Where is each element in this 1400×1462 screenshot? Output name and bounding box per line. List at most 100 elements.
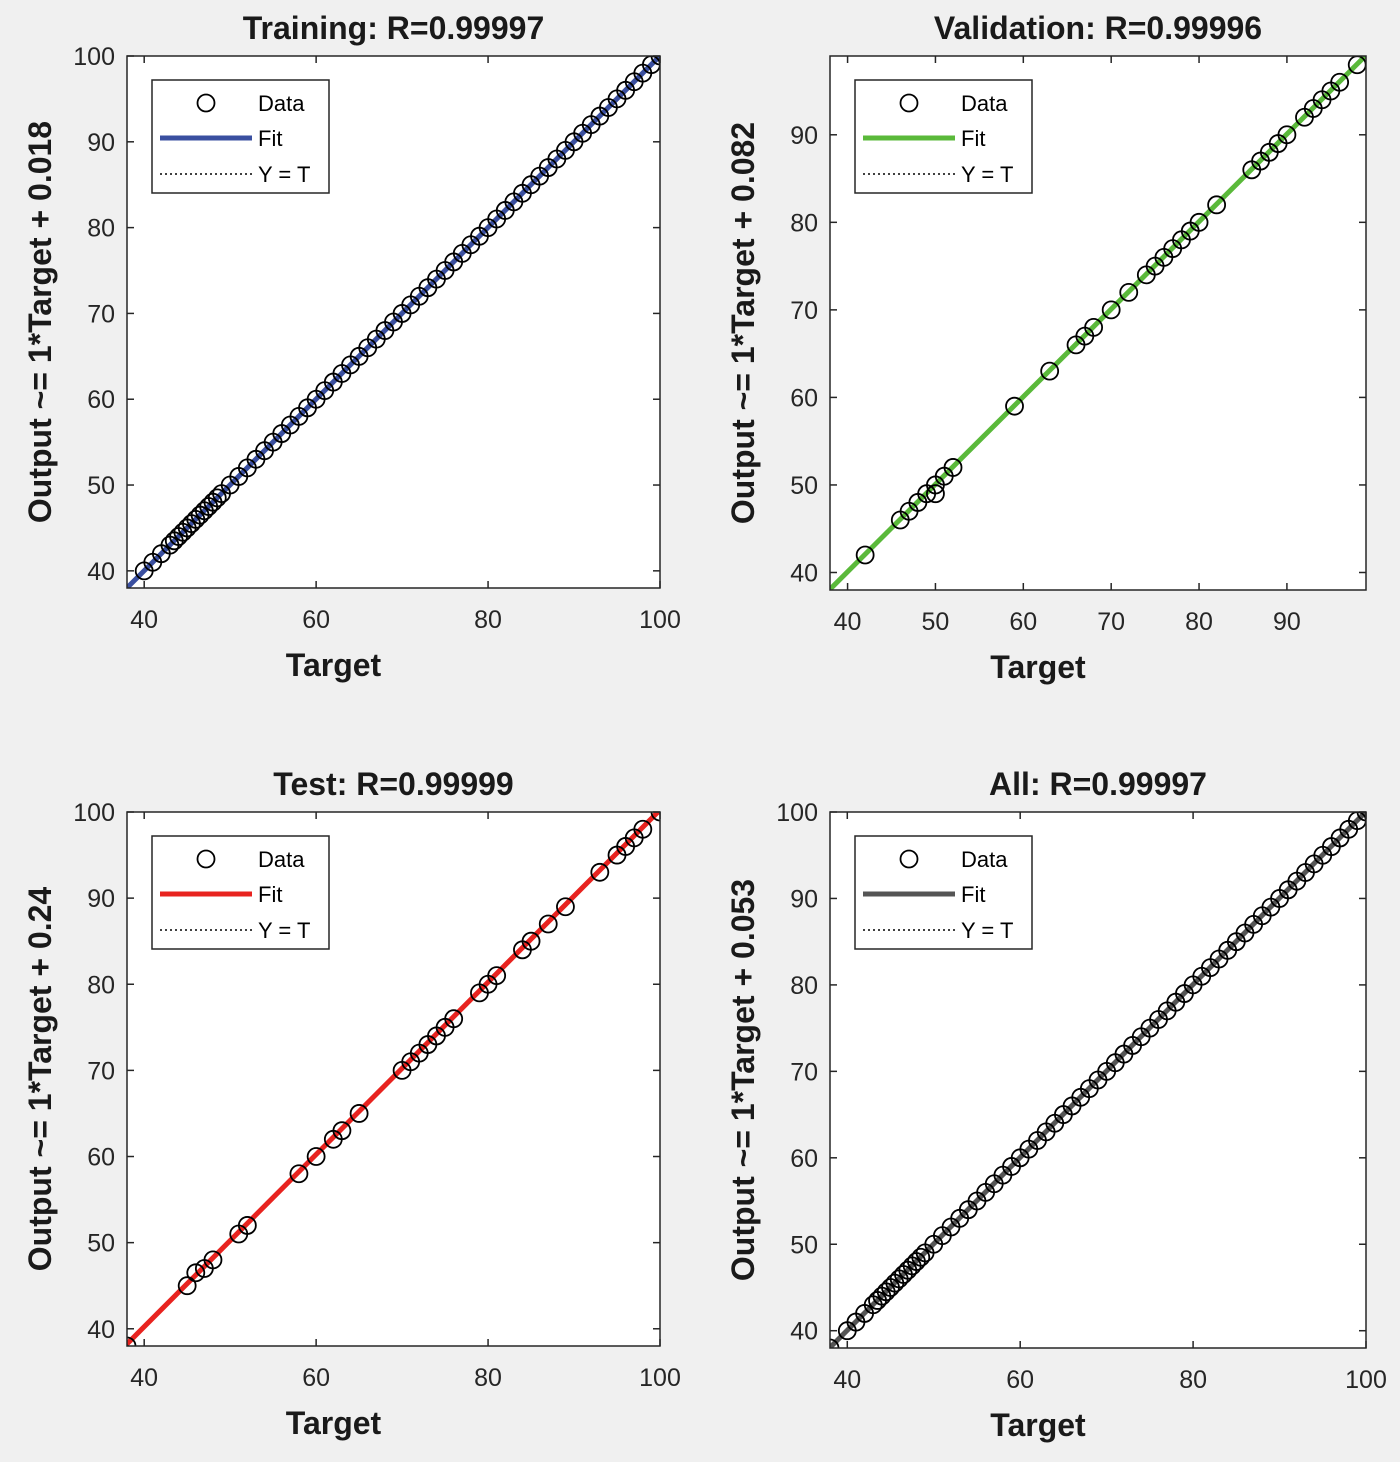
y-tick-label: 60 (87, 1144, 115, 1172)
legend: Data Fit Y = T (151, 79, 330, 194)
data-point (911, 1247, 931, 1267)
data-point (306, 1147, 326, 1166)
y-axis-label: Output ~= 1*Target + 0.082 (725, 122, 761, 524)
legend-marker-data (899, 849, 919, 869)
data-point (207, 488, 227, 508)
y-tick-label: 40 (790, 1318, 818, 1346)
y-tick-label: 40 (87, 1316, 115, 1344)
y-tick-label: 50 (87, 472, 115, 500)
data-point (1207, 195, 1227, 215)
data-point (943, 458, 963, 477)
y-tick-label: 50 (790, 472, 818, 500)
plot-content (127, 812, 660, 1346)
legend: Data Fit Y = T (854, 835, 1033, 950)
data-point (237, 1216, 257, 1235)
data-point (1005, 396, 1024, 416)
y-tick-label: 100 (73, 43, 115, 71)
y-tick-label: 60 (790, 1145, 818, 1173)
data-point (855, 545, 875, 565)
x-tick-label: 80 (474, 606, 502, 634)
data-point (203, 1250, 223, 1270)
legend-label: Fit (258, 126, 282, 151)
y-tick-label: 90 (790, 885, 818, 913)
data-point (556, 897, 575, 917)
legend-label: Y = T (258, 162, 310, 187)
x-tick-label: 100 (639, 606, 681, 634)
y-tick-label: 60 (790, 384, 818, 412)
x-tick-label: 60 (302, 1364, 330, 1392)
data-point (332, 1121, 352, 1141)
x-tick-label: 80 (474, 1364, 502, 1392)
data-point (1330, 72, 1350, 92)
legend-label: Data (258, 847, 305, 872)
data-point (590, 862, 610, 882)
chart-title: All: R=0.99997 (989, 766, 1207, 802)
x-tick-label: 100 (1345, 1366, 1387, 1394)
chart-panel-3: 40 60 80 100 40 50 60 70 80 90 100 Test: R=0.99999 T… (22, 766, 681, 1441)
y-tick-label: 100 (73, 799, 115, 827)
y-tick-label: 90 (87, 885, 115, 913)
data-point (1101, 300, 1121, 320)
data-point (926, 484, 945, 504)
y-tick-label: 50 (87, 1230, 115, 1258)
data-point (1084, 317, 1104, 337)
chart-title: Validation: R=0.99996 (934, 10, 1262, 46)
y-tick-label: 80 (87, 215, 115, 243)
legend-label: Data (961, 91, 1008, 116)
x-tick-label: 80 (1185, 608, 1213, 636)
x-tick-label: 60 (1006, 1366, 1034, 1394)
y-tick-label: 90 (790, 122, 818, 150)
legend: Data Fit Y = T (151, 835, 330, 950)
y-tick-label: 70 (87, 300, 115, 328)
y-axis-label: Output ~= 1*Target + 0.053 (725, 879, 761, 1281)
x-axis-label: Target (990, 649, 1086, 685)
y-tick-label: 70 (790, 297, 818, 325)
y-tick-label: 40 (87, 558, 115, 586)
chart-panel-2: 40 50 60 70 80 90 40 50 60 70 80 90 Validation: R=0.… (725, 10, 1367, 685)
data-point (1040, 361, 1060, 381)
y-axis-label: Output ~= 1*Target + 0.24 (22, 887, 58, 1272)
data-point (1277, 125, 1297, 145)
legend-label: Data (961, 847, 1008, 872)
data-point (521, 931, 541, 951)
fit-line (830, 56, 1366, 590)
legend-label: Y = T (258, 918, 310, 943)
y-axis-label: Output ~= 1*Target + 0.018 (22, 121, 58, 523)
data-point (177, 1276, 197, 1296)
x-tick-label: 40 (130, 606, 158, 634)
axes-box (829, 55, 1367, 591)
data-point (349, 1104, 369, 1123)
x-axis-label: Target (286, 1405, 382, 1441)
y-tick-label: 80 (87, 971, 115, 999)
y-tick-label: 40 (790, 559, 818, 587)
legend-label: Fit (258, 882, 282, 907)
x-tick-label: 50 (922, 608, 950, 636)
data-point (1119, 282, 1139, 302)
x-tick-label: 70 (1097, 608, 1125, 636)
y-tick-label: 70 (790, 1058, 818, 1086)
plot-content (830, 56, 1366, 590)
legend-label: Fit (961, 126, 985, 151)
y-tick-label: 70 (87, 1057, 115, 1085)
x-tick-label: 40 (130, 1364, 158, 1392)
chart-panel-4: 40 60 80 100 40 50 60 70 80 90 100 All: R=0.99997 Ta… (725, 766, 1387, 1443)
data-point (538, 914, 558, 934)
legend: Data Fit Y = T (854, 79, 1033, 194)
x-tick-label: 40 (834, 608, 862, 636)
fit-line (127, 812, 660, 1346)
y-tick-label: 60 (87, 386, 115, 414)
x-tick-label: 80 (1179, 1366, 1207, 1394)
legend-marker-data (196, 93, 216, 113)
legend-label: Data (258, 91, 305, 116)
legend-marker-data (196, 849, 216, 869)
plot-content (830, 812, 1366, 1348)
x-tick-label: 40 (833, 1366, 861, 1394)
axes-box (126, 811, 661, 1347)
y-tick-label: 80 (790, 972, 818, 1000)
x-axis-label: Target (990, 1407, 1086, 1443)
x-tick-label: 60 (1009, 608, 1037, 636)
x-tick-label: 90 (1273, 608, 1301, 636)
legend-label: Fit (961, 882, 985, 907)
y-tick-label: 80 (790, 209, 818, 237)
